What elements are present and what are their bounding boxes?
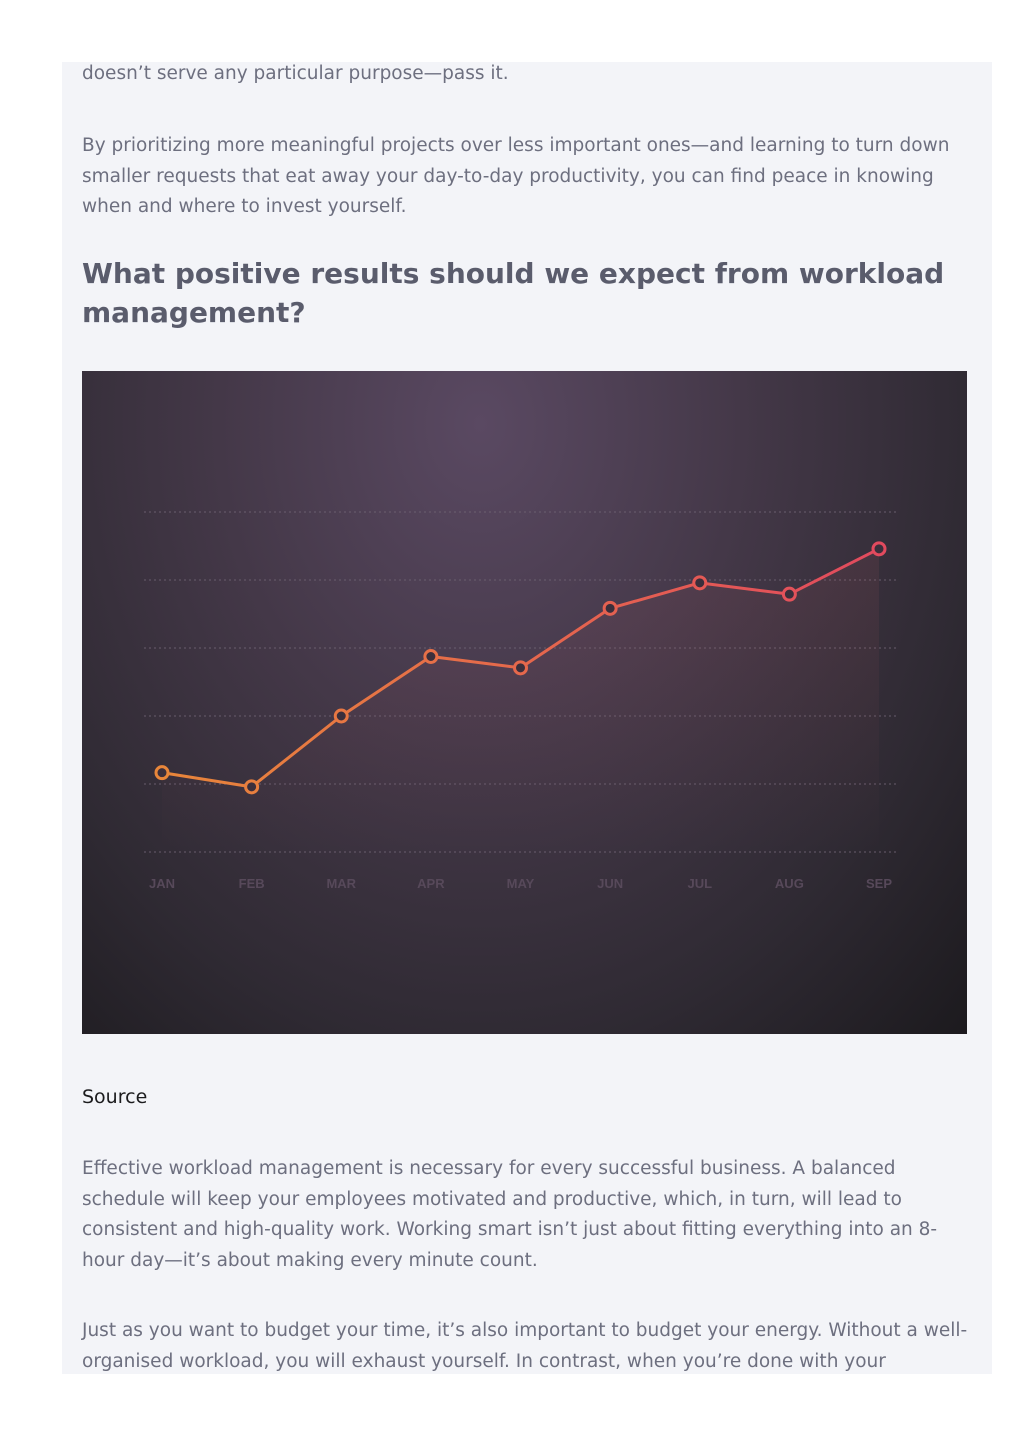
series-line-segment <box>698 581 791 596</box>
x-tick-label: JAN <box>149 876 175 891</box>
data-point-aug <box>781 586 797 602</box>
data-point-may <box>513 660 528 676</box>
series-line-segment <box>608 581 702 610</box>
data-point-jul <box>692 575 708 591</box>
x-tick-label: JUN <box>597 876 623 891</box>
source-link[interactable]: Source <box>82 1086 148 1108</box>
series-line-segment <box>250 714 343 789</box>
x-tick-label: JUL <box>687 876 712 891</box>
data-point-apr <box>423 649 439 664</box>
data-point-jun <box>602 600 618 616</box>
x-tick-label: APR <box>417 876 445 891</box>
x-tick-label: FEB <box>239 876 265 891</box>
data-point-jan <box>154 765 170 781</box>
series-line-segment <box>787 547 881 596</box>
paragraph-prioritizing: By prioritizing more meaningful projects… <box>82 135 950 217</box>
x-tick-label: AUG <box>775 876 804 891</box>
x-tick-label: MAY <box>507 876 535 891</box>
x-tick-label: SEP <box>866 876 892 891</box>
paragraph-effective: Effective workload management is necessa… <box>82 1158 938 1271</box>
article-panel: doesn’t serve any particular purpose—pas… <box>62 62 992 1374</box>
data-point-feb <box>244 779 260 795</box>
series-line-segment <box>519 606 612 670</box>
series-area <box>162 548 879 852</box>
paragraph-budget: Just as you want to budget your time, it… <box>82 1320 968 1372</box>
section-heading: What positive results should we expect f… <box>82 257 945 329</box>
data-point-sep <box>871 541 887 557</box>
series-line-segment <box>429 655 522 670</box>
x-tick-label: MAR <box>326 876 356 891</box>
data-point-mar <box>333 708 349 724</box>
chart-image: JAN FEB MAR APR MAY JUN JUL AUG SEP <box>82 371 967 1034</box>
series-line-segment <box>160 771 254 789</box>
series-line-segment <box>339 655 433 718</box>
line-chart: JAN FEB MAR APR MAY JUN JUL AUG SEP <box>144 511 897 891</box>
paragraph-intro-end: doesn’t serve any particular purpose—pas… <box>82 63 509 84</box>
